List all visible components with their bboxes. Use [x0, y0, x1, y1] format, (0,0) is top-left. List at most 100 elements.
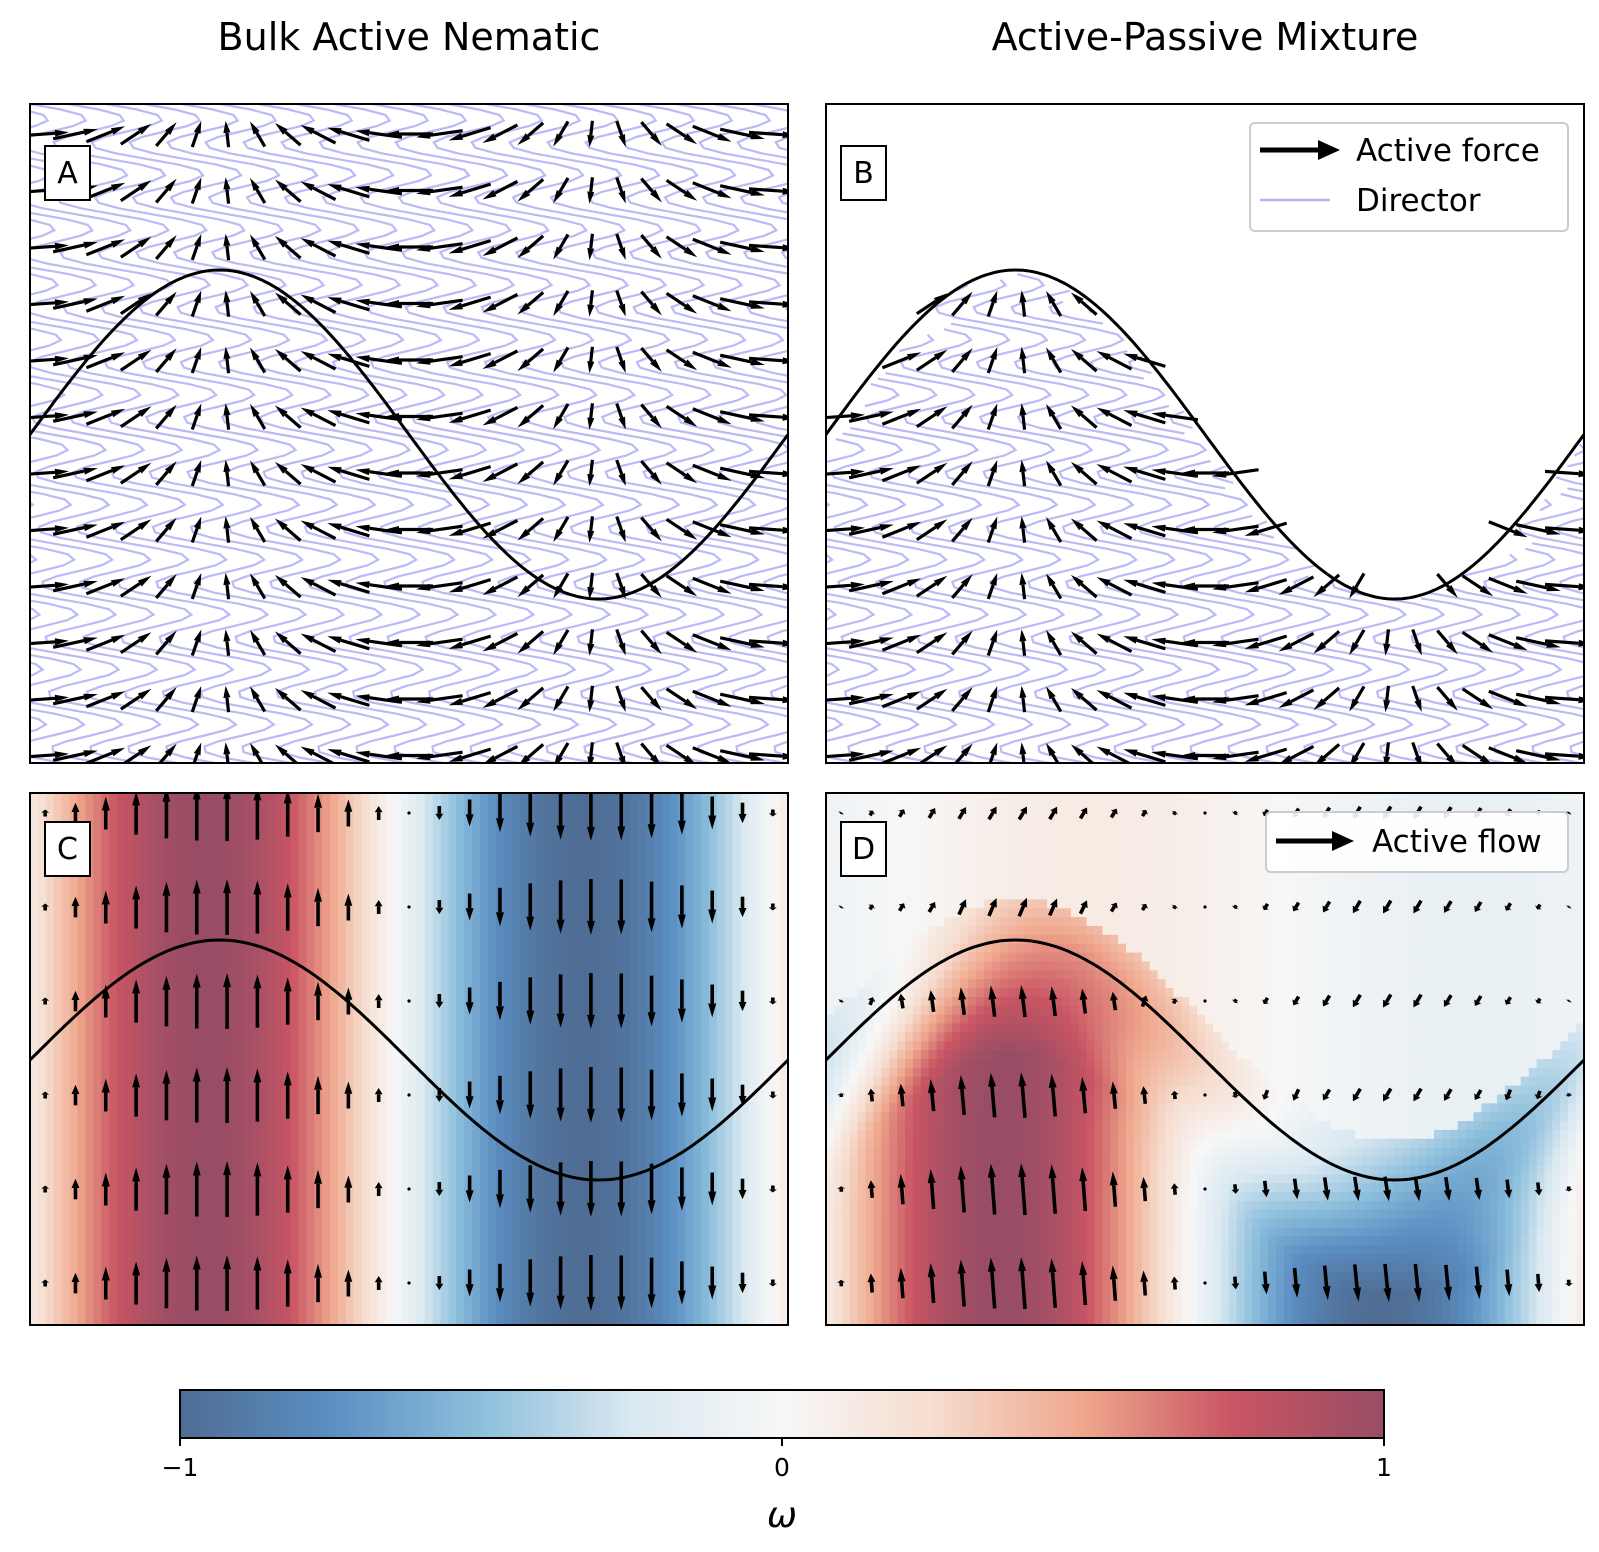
heatmap-cell — [1481, 1121, 1490, 1131]
heatmap-cell — [1189, 863, 1198, 874]
heatmap-cell — [952, 1014, 961, 1025]
heatmap-cell — [1157, 1156, 1167, 1166]
heatmap-cell — [1244, 1147, 1253, 1158]
heatmap-cell — [920, 1156, 930, 1166]
heatmap-cell — [944, 979, 953, 989]
heatmap-cell — [1284, 1076, 1293, 1087]
heatmap-cell — [1355, 1032, 1364, 1042]
heatmap-cell — [1315, 1050, 1324, 1060]
heatmap-cell — [928, 1156, 938, 1166]
heatmap-cell — [1133, 1085, 1143, 1096]
heatmap-cell — [833, 1094, 843, 1104]
quiver-arrow — [1315, 743, 1341, 763]
heatmap-cell — [897, 890, 906, 900]
heatmap-cell — [1560, 943, 1569, 954]
heatmap-cell — [1086, 1085, 1096, 1096]
heatmap-cell — [905, 934, 914, 945]
director-line — [280, 104, 788, 763]
heatmap-cell — [833, 863, 843, 874]
heatmap-cell — [1039, 1094, 1048, 1104]
director-line — [90, 104, 618, 763]
heatmap-cell — [920, 819, 930, 830]
heatmap-cell — [1244, 1005, 1253, 1016]
heatmap-cell — [1047, 793, 1056, 803]
heatmap-cell — [1339, 1067, 1348, 1078]
heatmap-cell — [1062, 819, 1072, 830]
heatmap-cell — [1126, 961, 1135, 971]
heatmap-cell — [1118, 1112, 1127, 1122]
heatmap-cell — [1047, 1014, 1056, 1025]
heatmap-cell — [1268, 1129, 1277, 1140]
heatmap-cell — [1536, 890, 1546, 900]
heatmap-cell — [1299, 1103, 1309, 1113]
heatmap-cell — [1536, 926, 1546, 936]
quiver-arrow — [190, 403, 202, 430]
heatmap-cell — [968, 793, 977, 803]
quiver-arrow — [465, 1269, 474, 1297]
heatmap-cell — [976, 828, 985, 838]
heatmap-cell — [920, 1094, 930, 1104]
heatmap-cell — [1197, 810, 1206, 821]
heatmap-cell — [905, 1005, 914, 1016]
heatmap-cell — [1244, 1103, 1253, 1113]
heatmap-cell — [1173, 793, 1182, 803]
heatmap-cell — [1244, 952, 1253, 963]
heatmap-cell — [1284, 1050, 1293, 1060]
heatmap-cell — [968, 1023, 977, 1033]
heatmap-cell — [897, 979, 906, 989]
heatmap-cell — [1260, 793, 1269, 803]
heatmap-cell — [1362, 1041, 1372, 1051]
heatmap-cell — [1228, 926, 1238, 936]
heatmap-cell — [881, 926, 890, 936]
heatmap-cell — [1055, 846, 1064, 856]
heatmap-cell — [1007, 1023, 1017, 1033]
heatmap-cell — [1212, 1085, 1222, 1096]
heatmap-cell — [1512, 1014, 1522, 1025]
quiver-arrow — [132, 1167, 141, 1211]
heatmap-cell — [1291, 1112, 1301, 1122]
heatmap-cell — [1276, 1129, 1285, 1140]
heatmap-cell — [857, 952, 867, 963]
heatmap-cell — [1102, 1023, 1111, 1033]
heatmap-cell — [1039, 1067, 1048, 1078]
heatmap-cell — [1260, 943, 1269, 954]
heatmap-cell — [1236, 1067, 1246, 1078]
heatmap-cell — [857, 1129, 867, 1140]
heatmap-cell — [999, 1094, 1009, 1104]
heatmap-cell — [1181, 855, 1190, 865]
heatmap-cell — [1505, 1156, 1514, 1166]
heatmap-cell — [1347, 1067, 1356, 1078]
heatmap-cell — [841, 1103, 851, 1113]
heatmap-cell — [1055, 890, 1064, 900]
heatmap-cell — [1410, 801, 1419, 812]
heatmap-cell — [826, 801, 835, 812]
heatmap-cell — [1212, 1094, 1222, 1104]
heatmap-cell — [1370, 996, 1380, 1007]
heatmap-cell — [1560, 1165, 1569, 1175]
heatmap-cell — [1252, 1156, 1261, 1166]
quiver-arrow — [52, 467, 98, 480]
heatmap-cell — [991, 917, 1001, 927]
heatmap-cell — [1102, 934, 1111, 945]
heatmap-cell — [1039, 970, 1048, 980]
heatmap-cell — [1284, 979, 1293, 989]
heatmap-cell — [1370, 1014, 1380, 1025]
quiver-arrow — [253, 1162, 262, 1216]
heatmap-cell — [912, 881, 922, 892]
quiver-arrow — [692, 746, 732, 763]
heatmap-cell — [1189, 793, 1198, 803]
heatmap-cell — [920, 1174, 930, 1184]
heatmap-cell — [928, 1067, 938, 1078]
heatmap-cell — [1157, 819, 1167, 830]
heatmap-cell — [1086, 1138, 1096, 1149]
heatmap-cell — [889, 899, 898, 909]
quiver-arrow — [640, 177, 662, 203]
heatmap-cell — [1031, 837, 1040, 847]
heatmap-cell — [1236, 1121, 1246, 1131]
heatmap-cell — [1331, 1112, 1340, 1122]
heatmap-cell — [1378, 1094, 1388, 1104]
heatmap-cell — [841, 908, 851, 918]
heatmap-cell — [1078, 1032, 1088, 1042]
heatmap-cell — [1047, 1147, 1056, 1158]
heatmap-cell — [1126, 1032, 1135, 1042]
